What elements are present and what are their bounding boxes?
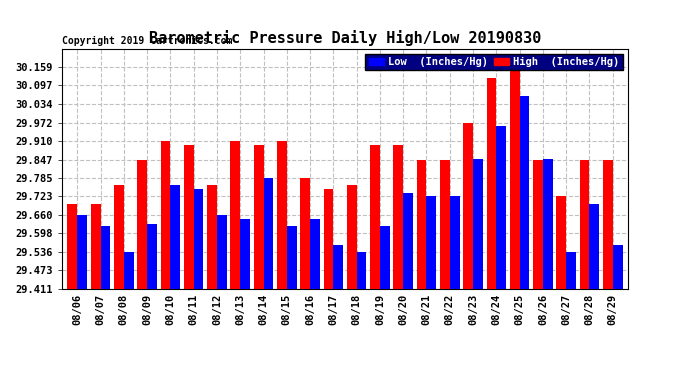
Bar: [450, 196, 460, 289]
Bar: [440, 160, 450, 289]
Bar: [543, 159, 553, 289]
Bar: [137, 160, 147, 289]
Bar: [393, 145, 403, 289]
Text: Copyright 2019 Cartronics.com: Copyright 2019 Cartronics.com: [62, 36, 233, 46]
Bar: [254, 145, 264, 289]
Bar: [566, 252, 576, 289]
Bar: [170, 185, 180, 289]
Bar: [357, 252, 366, 289]
Bar: [147, 224, 157, 289]
Bar: [310, 219, 320, 289]
Bar: [520, 96, 529, 289]
Bar: [77, 215, 87, 289]
Bar: [300, 178, 310, 289]
Bar: [333, 244, 343, 289]
Bar: [324, 189, 333, 289]
Bar: [101, 226, 110, 289]
Bar: [347, 185, 357, 289]
Bar: [240, 219, 250, 289]
Bar: [486, 78, 496, 289]
Bar: [589, 204, 599, 289]
Bar: [68, 204, 77, 289]
Bar: [184, 145, 194, 289]
Bar: [463, 123, 473, 289]
Bar: [473, 159, 483, 289]
Bar: [91, 204, 101, 289]
Title: Barometric Pressure Daily High/Low 20190830: Barometric Pressure Daily High/Low 20190…: [149, 30, 541, 46]
Bar: [370, 145, 380, 289]
Bar: [380, 226, 390, 289]
Bar: [207, 185, 217, 289]
Bar: [287, 226, 297, 289]
Bar: [277, 141, 287, 289]
Bar: [496, 126, 506, 289]
Bar: [230, 141, 240, 289]
Bar: [161, 141, 170, 289]
Bar: [403, 193, 413, 289]
Bar: [124, 252, 134, 289]
Legend: Low  (Inches/Hg), High  (Inches/Hg): Low (Inches/Hg), High (Inches/Hg): [366, 54, 622, 70]
Bar: [533, 160, 543, 289]
Bar: [194, 189, 204, 289]
Bar: [580, 160, 589, 289]
Bar: [417, 160, 426, 289]
Bar: [510, 67, 520, 289]
Bar: [264, 178, 273, 289]
Bar: [217, 215, 227, 289]
Bar: [114, 185, 124, 289]
Bar: [613, 244, 622, 289]
Bar: [603, 160, 613, 289]
Bar: [426, 196, 436, 289]
Bar: [556, 196, 566, 289]
